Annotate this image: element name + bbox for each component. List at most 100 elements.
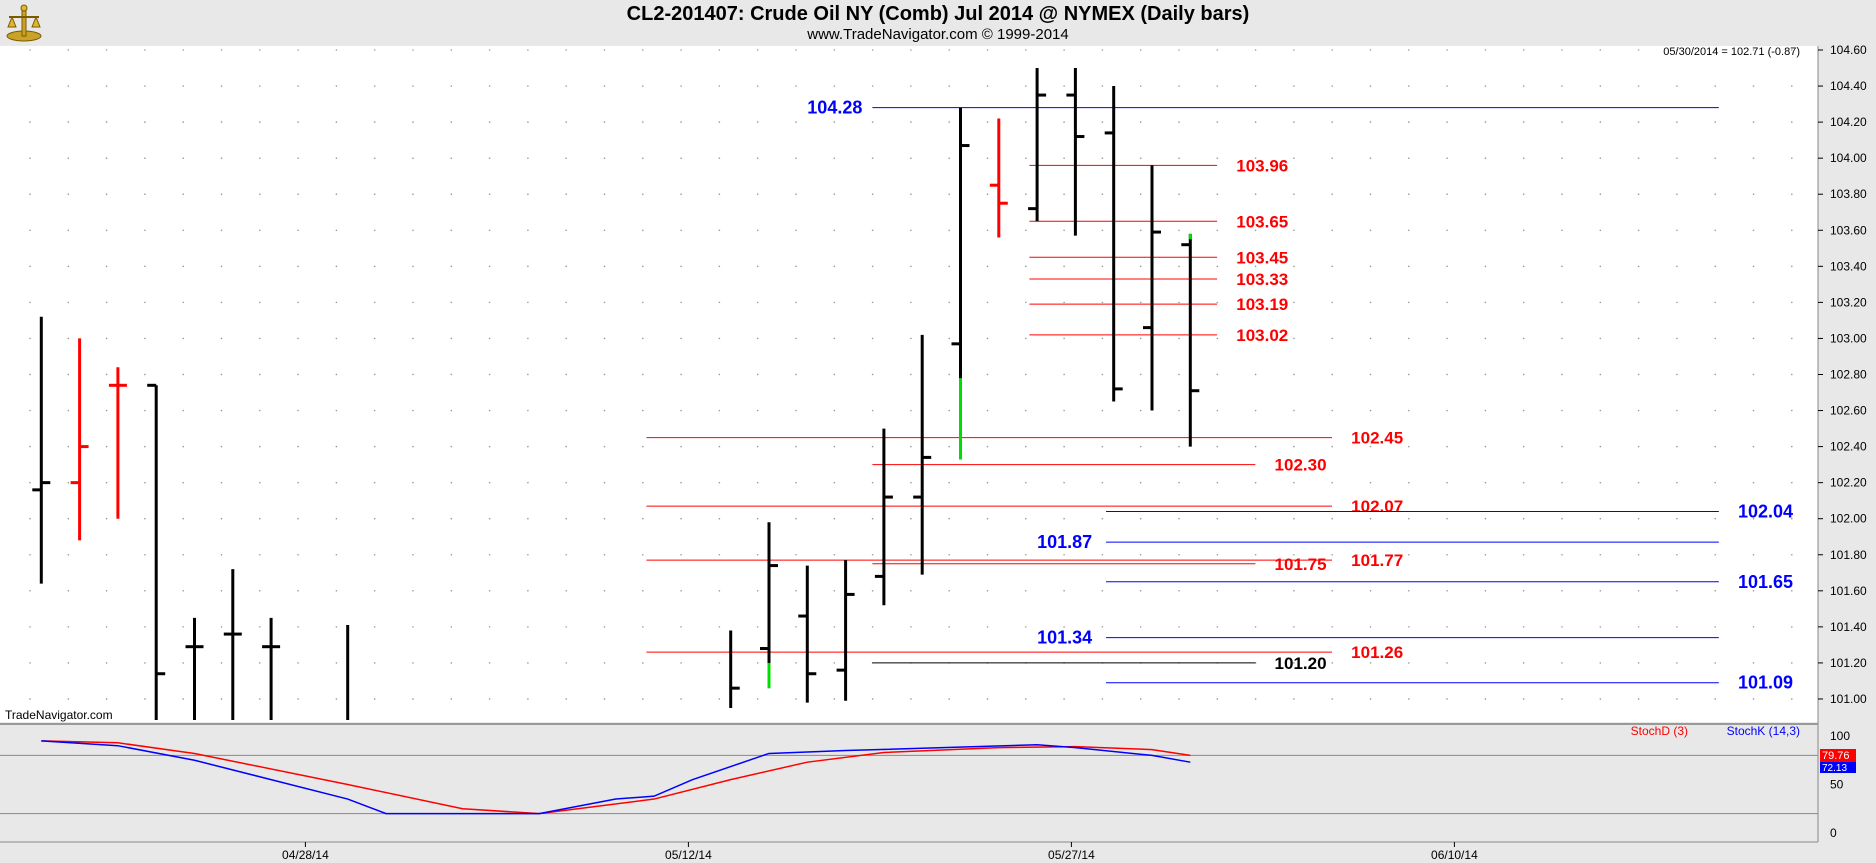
stoch-k-legend: StochK (14,3) — [1727, 724, 1800, 738]
grid-dot — [1254, 337, 1257, 340]
grid-dot — [373, 337, 376, 340]
grid-dot — [259, 481, 261, 484]
grid-dot — [756, 662, 759, 664]
grid-dot — [488, 229, 491, 232]
grid-dot — [1178, 229, 1180, 232]
grid-dot — [1676, 445, 1678, 448]
grid-dot — [450, 698, 453, 700]
grid-dot — [1216, 121, 1219, 123]
stoch-d-value: 79.76 — [1822, 750, 1850, 762]
grid-dot — [1637, 517, 1640, 520]
grid-dot — [756, 229, 759, 232]
grid-dot — [335, 85, 338, 87]
grid-dot — [1331, 626, 1333, 628]
grid-dot — [412, 85, 414, 87]
grid-dot — [1446, 49, 1448, 51]
grid-dot — [1599, 373, 1602, 376]
grid-dot — [871, 337, 874, 340]
price-axis: 101.00 101.20 101.40 101.60 101.80 102.00 102.… — [1817, 43, 1876, 863]
grid-dot — [373, 662, 376, 664]
grid-dot — [488, 517, 491, 520]
grid-dot — [680, 445, 682, 448]
grid-dot — [1025, 481, 1027, 484]
grid-dot — [1752, 85, 1755, 87]
grid-dot — [1408, 373, 1410, 376]
grid-dot — [1293, 481, 1295, 484]
grid-dot — [642, 409, 644, 412]
grid-dot — [603, 445, 606, 448]
grid-dot — [1254, 85, 1257, 87]
grid-dot — [1293, 590, 1295, 592]
grid-dot — [871, 265, 874, 268]
grid-dot — [1714, 481, 1716, 484]
grid-dot — [1561, 590, 1563, 592]
grid-dot — [948, 553, 950, 556]
grid-dot — [1561, 229, 1563, 232]
level-label: 101.20 — [1275, 654, 1327, 673]
grid-dot — [297, 626, 299, 628]
grid-dot — [297, 337, 299, 340]
grid-dot — [603, 85, 606, 87]
grid-dot — [756, 49, 759, 51]
grid-dot — [833, 265, 836, 268]
grid-dot — [1369, 445, 1372, 448]
grid-dot — [910, 626, 912, 628]
grid-dot — [144, 301, 146, 304]
grid-dot — [833, 553, 836, 556]
grid-dot — [603, 373, 606, 376]
grid-dot — [488, 373, 491, 376]
grid-dot — [1293, 265, 1295, 268]
level-label: 102.30 — [1275, 456, 1327, 475]
grid-dot — [680, 481, 682, 484]
grid-dot — [1178, 337, 1180, 340]
grid-dot — [1637, 121, 1640, 123]
grid-dot — [1637, 301, 1640, 304]
grid-dot — [910, 85, 912, 87]
grid-dot — [1522, 553, 1525, 556]
grid-dot — [1599, 626, 1602, 628]
grid-dot — [1139, 193, 1142, 196]
grid-dot — [29, 373, 31, 376]
grid-dot — [756, 193, 759, 196]
level-label: 103.02 — [1236, 326, 1288, 345]
grid-dot — [1293, 193, 1295, 196]
grid-dot — [527, 553, 529, 556]
grid-dot — [1178, 445, 1180, 448]
grid-dot — [986, 85, 989, 87]
grid-dot — [1408, 662, 1410, 664]
stoch-d-value-box — [1820, 749, 1856, 762]
grid-dot — [910, 301, 912, 304]
grid-dot — [1714, 626, 1716, 628]
grid-dot — [1025, 409, 1027, 412]
grid-dot — [144, 265, 146, 268]
grid-dot — [527, 85, 529, 87]
grid-dot — [565, 553, 567, 556]
grid-dot — [1139, 373, 1142, 376]
grid-dot — [1676, 626, 1678, 628]
grid-dot — [833, 301, 836, 304]
grid-dot — [1063, 517, 1065, 520]
grid-dot — [756, 590, 759, 592]
grid-dot — [1063, 373, 1065, 376]
grid-dot — [603, 157, 606, 159]
grid-dot — [220, 301, 223, 304]
grid-dot — [718, 553, 721, 556]
grid-dot — [795, 662, 797, 664]
grid-dot — [412, 49, 414, 51]
grid-dot — [1561, 301, 1563, 304]
grid-dot — [182, 157, 184, 159]
grid-dot — [29, 662, 31, 664]
grid-dot — [1408, 49, 1410, 51]
grid-dot — [718, 265, 721, 268]
grid-dot — [412, 193, 414, 196]
grid-dot — [910, 229, 912, 232]
grid-dot — [718, 85, 721, 87]
grid-dot — [1139, 301, 1142, 304]
grid-dot — [1791, 553, 1793, 556]
grid-dot — [1369, 373, 1372, 376]
grid-dot — [1522, 626, 1525, 628]
grid-dot — [680, 121, 682, 123]
grid-dot — [1752, 265, 1755, 268]
grid-dot — [220, 481, 223, 484]
